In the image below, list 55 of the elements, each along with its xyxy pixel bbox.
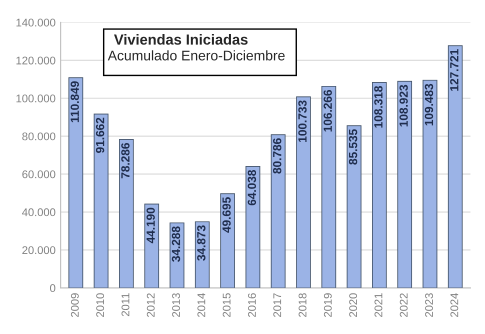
y-tick-label: 140.000 (16, 18, 56, 27)
bar (68, 77, 84, 288)
y-tick-label: 40.000 (22, 208, 56, 216)
x-tick-label: 2023 (425, 293, 433, 317)
data-label: 127.721 (450, 49, 458, 91)
data-label: 64.038 (248, 170, 256, 206)
y-tick-label: 60.000 (22, 170, 56, 178)
x-tick-label: 2020 (349, 293, 358, 317)
y-tick-label: 80.000 (22, 132, 56, 140)
text: Acumulado Enero-Diciembre (108, 50, 285, 60)
data-label: 85.535 (348, 129, 358, 165)
x-tick-label: 2011 (122, 293, 130, 316)
y-tick-label: 0 (50, 284, 56, 292)
y-tick-label: 120.000 (16, 56, 56, 64)
bar (448, 45, 463, 288)
bar (422, 80, 438, 288)
data-label: 100.733 (298, 100, 307, 142)
x-tick-label: 2012 (146, 293, 155, 317)
bar (246, 166, 260, 288)
data-label: 91.662 (96, 118, 104, 153)
bar (346, 125, 362, 288)
x-tick-label: 2017 (273, 293, 282, 317)
bar (372, 82, 387, 288)
data-label: 106.266 (324, 90, 332, 132)
bar (296, 96, 311, 288)
x-tick-label: 2022 (400, 293, 408, 317)
text: Viviendas Iniciadas (114, 34, 248, 45)
x-tick-label: 2021 (374, 293, 382, 317)
x-tick-label: 2018 (298, 293, 306, 317)
x-tick-label: 2014 (197, 293, 206, 317)
y-tick-label: 100.000 (16, 94, 56, 102)
x-tick-label: 2019 (324, 293, 332, 317)
bar (321, 86, 336, 288)
bar (270, 134, 286, 288)
bar (220, 193, 235, 288)
x-tick-label: 2013 (172, 293, 180, 317)
bar (94, 114, 108, 288)
x-tick-label: 2016 (248, 293, 256, 317)
data-label: 78.286 (121, 143, 130, 178)
data-label: 34.288 (172, 226, 180, 262)
data-label: 34.873 (197, 225, 206, 261)
x-tick-label: 2009 (70, 293, 79, 317)
y-tick-label: 20.000 (22, 246, 56, 254)
data-label: 49.695 (222, 197, 231, 233)
bar (119, 139, 134, 288)
data-label: 109.483 (424, 84, 434, 126)
data-label: 108.923 (399, 84, 408, 126)
x-tick-label: 2024 (450, 293, 458, 317)
data-label: 110.849 (70, 81, 79, 122)
data-label: 80.786 (272, 138, 282, 174)
bar (397, 80, 412, 288)
x-tick-label: 2015 (222, 293, 231, 317)
data-label: 108.318 (374, 86, 383, 128)
x-tick-label: 2010 (96, 293, 104, 317)
data-label: 44.190 (146, 208, 155, 244)
